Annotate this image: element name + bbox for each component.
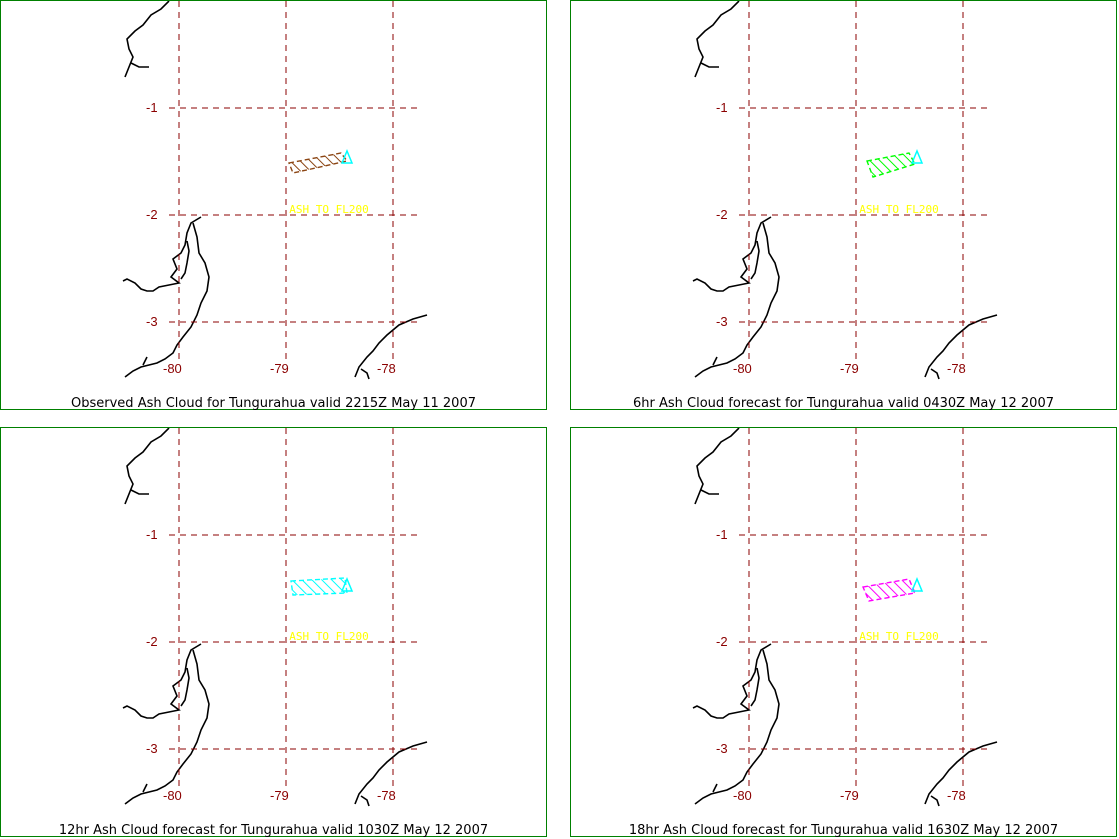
lon-label: -80: [733, 788, 752, 803]
ash-altitude-label: ASH TO FL200: [859, 203, 938, 216]
lat-label: -2: [716, 634, 728, 649]
ash-cloud-polygon: [862, 578, 916, 602]
panel-caption: Observed Ash Cloud for Tungurahua valid …: [71, 396, 476, 411]
volcano-marker-icon: [910, 577, 924, 592]
graticule: [169, 428, 417, 788]
ash-altitude-label: ASH TO FL200: [289, 630, 368, 643]
map-panel-3: -1 -2 -3 -80 -79 -78 ASH TO FL200 12hr Ash Clou…: [0, 427, 547, 838]
lon-label: -78: [947, 788, 966, 803]
lat-label: -2: [716, 207, 728, 222]
panel-caption: 12hr Ash Cloud forecast for Tungurahua v…: [58, 823, 489, 838]
lon-label: -79: [270, 788, 289, 803]
lon-label: -78: [947, 361, 966, 376]
lat-label: -1: [716, 100, 728, 115]
lon-label: -79: [840, 788, 859, 803]
map-panel-2: -1 -2 -3 -80 -79 -78 ASH TO FL200 6hr Ash Cloud…: [570, 0, 1117, 411]
lat-label: -2: [146, 207, 158, 222]
ash-altitude-label: ASH TO FL200: [289, 203, 368, 216]
ash-cloud-polygon: [290, 577, 348, 596]
volcano-marker-icon: [340, 149, 354, 164]
graticule: [169, 1, 417, 361]
panel-caption: 18hr Ash Cloud forecast for Tungurahua v…: [628, 823, 1059, 838]
coastline: [692, 428, 998, 807]
volcano-marker-icon: [910, 149, 924, 164]
map-canvas: -1 -2 -3 -80 -79 -78 ASH TO FL200: [122, 428, 428, 807]
panel-caption: 6hr Ash Cloud forecast for Tungurahua va…: [633, 396, 1054, 411]
lat-label: -3: [146, 314, 158, 329]
map-panel-1: -1 -2 -3 -80 -79 -78 ASH TO FL200 Observed Ash …: [0, 0, 547, 411]
map-canvas: -1 -2 -3 -80 -79 -78 ASH TO FL200: [122, 1, 428, 380]
lat-label: -1: [716, 527, 728, 542]
lat-label: -1: [146, 100, 158, 115]
lat-label: -1: [146, 527, 158, 542]
coastline: [122, 428, 428, 807]
lon-label: -79: [840, 361, 859, 376]
coastline: [692, 1, 998, 380]
ash-cloud-polygon: [288, 152, 349, 174]
ash-altitude-label: ASH TO FL200: [859, 630, 938, 643]
lon-label: -78: [377, 788, 396, 803]
lat-label: -2: [146, 634, 158, 649]
lat-label: -3: [716, 741, 728, 756]
map-canvas: -1 -2 -3 -80 -79 -78 ASH TO FL200: [692, 428, 998, 807]
map-panel-4: -1 -2 -3 -80 -79 -78 ASH TO FL200 18hr Ash Clou…: [570, 427, 1117, 838]
lat-label: -3: [146, 741, 158, 756]
graticule: [739, 1, 987, 361]
lon-label: -80: [733, 361, 752, 376]
ash-cloud-polygon: [866, 152, 917, 178]
lon-label: -80: [163, 788, 182, 803]
map-canvas: -1 -2 -3 -80 -79 -78 ASH TO FL200: [692, 1, 998, 380]
lat-label: -3: [716, 314, 728, 329]
lon-label: -78: [377, 361, 396, 376]
lon-label: -79: [270, 361, 289, 376]
graticule: [739, 428, 987, 788]
coastline: [122, 1, 428, 380]
lon-label: -80: [163, 361, 182, 376]
volcano-marker-icon: [340, 577, 354, 592]
